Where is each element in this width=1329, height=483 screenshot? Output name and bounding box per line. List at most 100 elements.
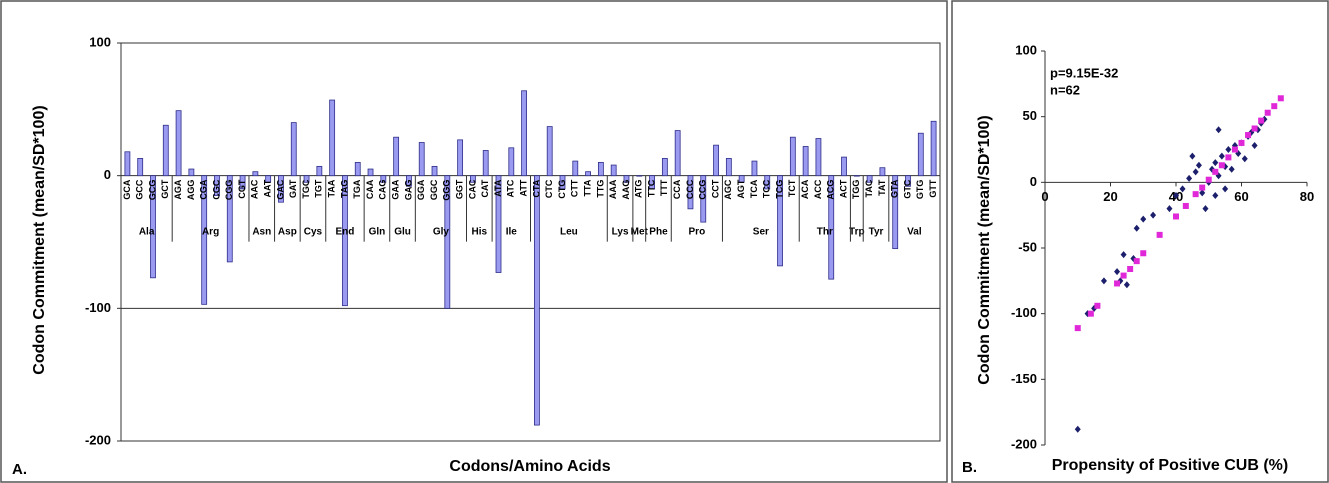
x-tick-label: GGC — [429, 179, 439, 200]
x-tick-label: CTG — [557, 180, 567, 199]
y-tick-label: -200 — [1011, 436, 1037, 451]
group-label: Asn — [252, 226, 271, 237]
x-tick-label: TAA — [327, 179, 337, 197]
bar — [674, 130, 681, 177]
group-label: His — [472, 226, 488, 237]
bar — [841, 156, 847, 177]
x-tick-label: CTC — [544, 179, 554, 198]
point — [1123, 281, 1130, 289]
x-tick-label: GCA — [122, 179, 132, 200]
y-tick-label: 100 — [1015, 42, 1037, 57]
bar — [175, 110, 182, 177]
point — [1218, 152, 1225, 160]
point — [1264, 109, 1271, 116]
x-tick-label: CGC — [211, 179, 221, 200]
point — [1087, 310, 1094, 317]
x-tick-label: TAT — [877, 179, 887, 196]
bar — [879, 167, 886, 177]
bar — [892, 175, 899, 250]
point — [1150, 211, 1157, 219]
x-tick-label: TTG — [595, 180, 605, 198]
x-tick-label: GGT — [454, 179, 464, 199]
point — [1182, 202, 1189, 209]
bar — [610, 164, 617, 177]
bar — [303, 175, 310, 183]
panel-label: A. — [12, 461, 27, 478]
point — [1179, 185, 1186, 193]
bar — [917, 132, 924, 177]
x-tick-label: AGT — [736, 179, 746, 199]
x-tick-label: ACC — [813, 179, 823, 199]
y-axis-title: Codon Commitment (mean/SD*100) — [976, 115, 993, 384]
point — [1199, 184, 1206, 191]
point — [1231, 146, 1238, 153]
x-tick-label: TGC — [301, 179, 311, 198]
group-label: Cys — [304, 226, 323, 237]
x-tick-label: CAC — [467, 179, 477, 199]
point — [1251, 142, 1258, 150]
bar — [866, 175, 873, 183]
point — [1212, 191, 1219, 199]
bar — [278, 175, 284, 203]
bar — [252, 171, 259, 177]
x-tick-label: GGG — [442, 180, 452, 201]
point — [1271, 103, 1278, 110]
group-label: Gln — [369, 226, 386, 237]
point — [1258, 117, 1265, 124]
x-tick-label: CTA — [531, 179, 541, 197]
group-label: Leu — [560, 226, 578, 237]
group-label: Trp — [849, 226, 865, 237]
point — [1205, 176, 1212, 183]
group-label: End — [336, 226, 355, 237]
y-tick-label: 0 — [1030, 174, 1037, 189]
bar — [713, 144, 719, 177]
x-tick-label: AAA — [608, 179, 618, 199]
x-tick-label: CCC — [685, 179, 695, 199]
x-tick-label: CAA — [365, 179, 375, 199]
x-tick-label: TCT — [787, 179, 797, 197]
x-tick-label: AGA — [173, 179, 183, 200]
group-label: Ser — [753, 226, 769, 237]
x-tick-label: GTC — [902, 179, 912, 198]
x-tick-label: TGT — [314, 179, 324, 197]
bar — [201, 175, 208, 305]
bar — [431, 165, 438, 177]
bar — [853, 175, 860, 177]
bar — [546, 126, 553, 177]
x-tick-label: GCC — [135, 179, 145, 200]
point — [1120, 272, 1127, 279]
point — [1245, 132, 1252, 139]
point — [1133, 224, 1140, 232]
group-label: Val — [907, 226, 922, 237]
bar — [418, 142, 425, 177]
point — [1173, 213, 1179, 220]
x-tick-label: CTT — [570, 179, 580, 197]
bar — [521, 90, 528, 177]
bar — [342, 175, 348, 307]
y-tick-label: 0 — [104, 167, 111, 182]
annotation: n=62 — [1050, 82, 1080, 97]
point — [1199, 189, 1206, 197]
bar — [393, 136, 400, 177]
x-tick-label: TAC — [864, 179, 874, 197]
group-label: Lys — [612, 226, 629, 237]
bar — [444, 175, 451, 309]
x-tick-label: TAG — [339, 180, 349, 198]
x-tick-label: CGG — [224, 180, 234, 201]
bar — [150, 175, 156, 279]
bar — [661, 158, 668, 177]
x-tick-label: GCG — [147, 180, 157, 201]
bar — [828, 175, 835, 280]
bar — [815, 138, 822, 177]
group-label: Phe — [649, 226, 668, 237]
annotation: p=9.15E-32 — [1050, 65, 1118, 80]
point — [1120, 251, 1127, 259]
bar — [482, 150, 489, 177]
x-tick-label: GAC — [275, 179, 285, 200]
point — [1114, 268, 1121, 276]
y-tick-label: 50 — [1023, 108, 1037, 123]
x-tick-label: TCG — [774, 180, 784, 199]
x-tick-label: GGA — [416, 179, 426, 200]
x-tick-label: AGC — [723, 179, 733, 200]
